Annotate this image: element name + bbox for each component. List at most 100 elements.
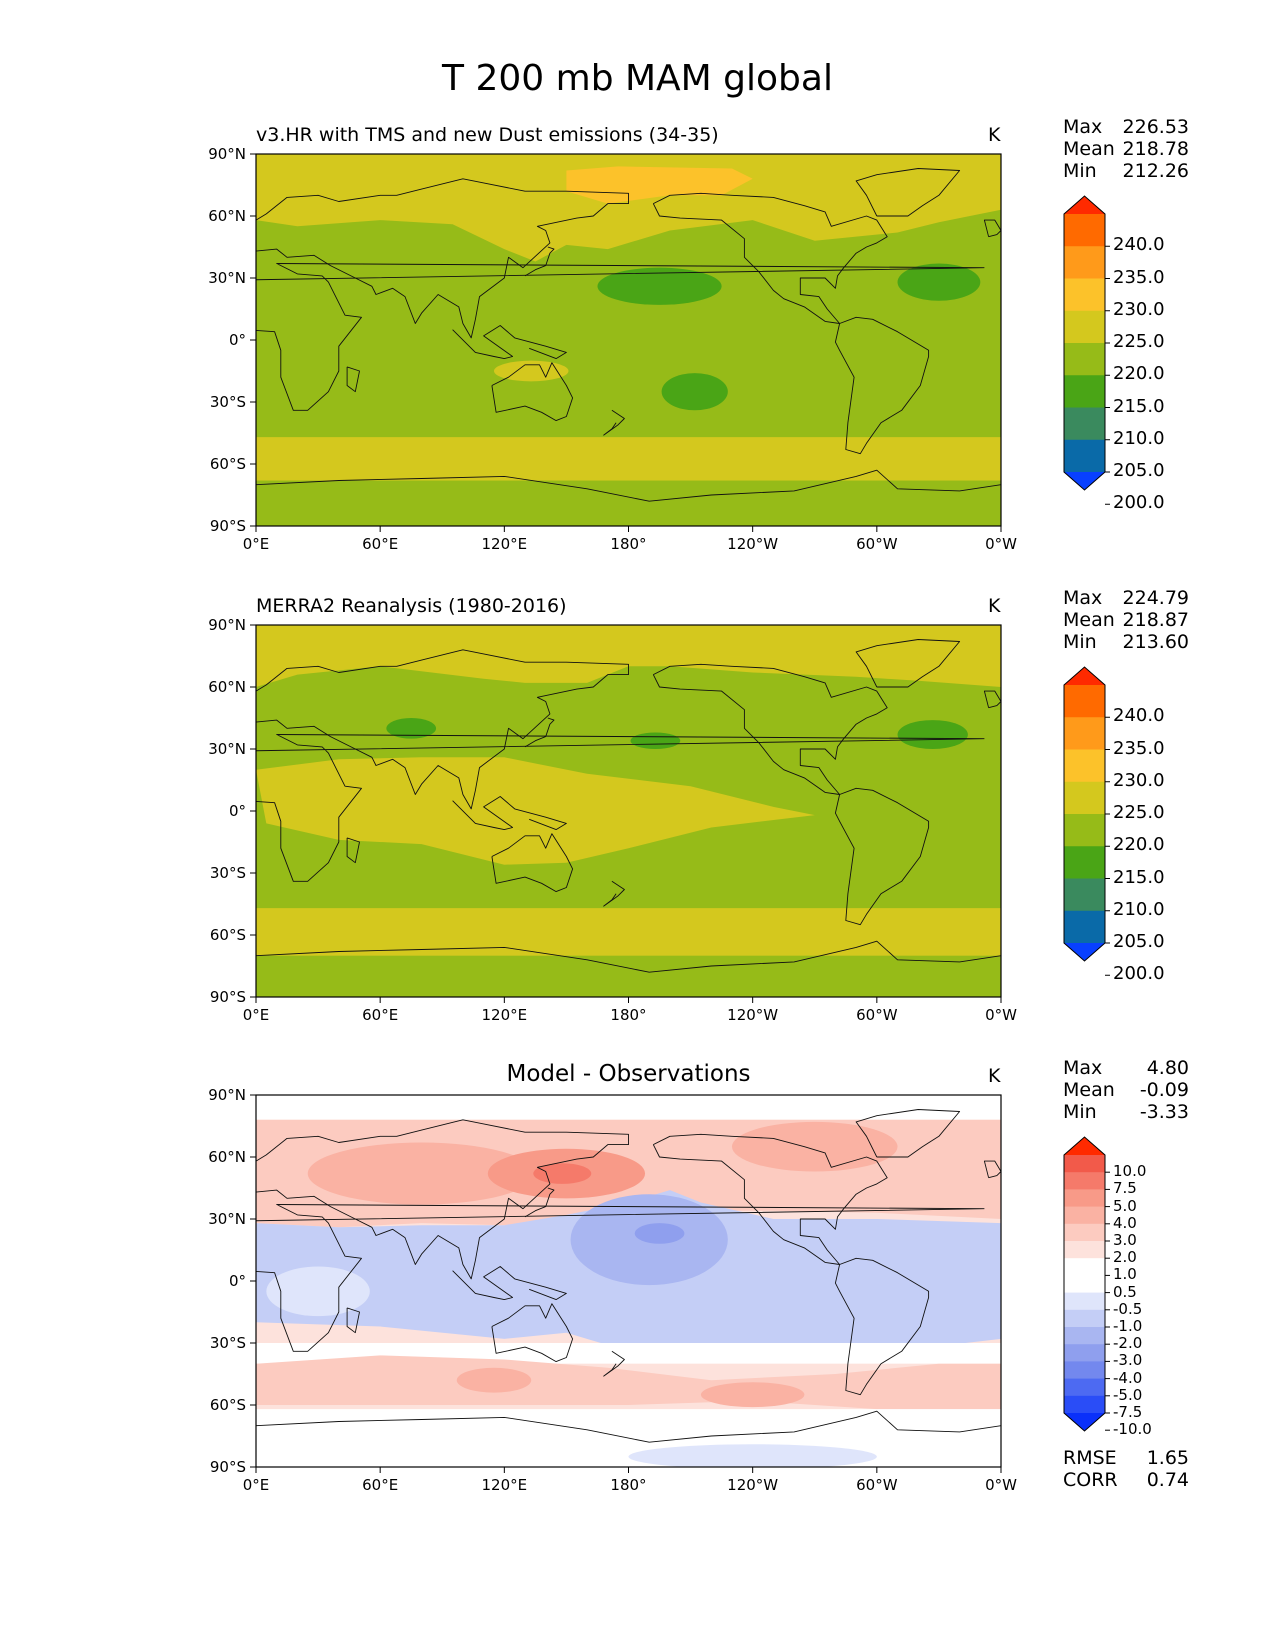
coastline-eurasia xyxy=(256,1119,629,1280)
map-field xyxy=(256,154,1001,526)
coastline-africa xyxy=(256,1204,985,1352)
colorbar-tick-label: -0.5 xyxy=(1113,1299,1143,1318)
colorbar-segment xyxy=(1064,814,1105,847)
colorbar-tick-label: 235.0 xyxy=(1113,266,1165,288)
stat-rmse: RMSE 1.65 xyxy=(1063,1447,1189,1469)
colorbar-segment xyxy=(1064,1292,1105,1311)
lon-tick-label: 60°E xyxy=(362,1006,399,1024)
lat-tick-label: 60°S xyxy=(209,1396,246,1414)
colorbar-segment xyxy=(1064,214,1105,247)
colorbar-segment xyxy=(1064,878,1105,912)
colorbar-segment xyxy=(1064,685,1105,718)
stat-value: 4.80 xyxy=(1146,1057,1189,1079)
stat-label: Max xyxy=(1063,116,1103,138)
lon-tick-label: 0°E xyxy=(242,1476,270,1494)
coastline-madagascar xyxy=(346,837,360,864)
lon-tick-label: 0°E xyxy=(242,535,270,553)
map-panel-2 xyxy=(250,624,1002,1003)
colorbar-tick-label: 205.0 xyxy=(1113,460,1165,481)
lon-tick-label: 60°E xyxy=(362,1476,399,1494)
map-panel-3 xyxy=(250,1094,1002,1473)
cool-south-pacific xyxy=(661,373,728,411)
coastline-antarctica xyxy=(256,469,1001,526)
coastline-indonesia xyxy=(452,325,567,360)
stat-value: 0.74 xyxy=(1146,1469,1189,1491)
diff-colorbar xyxy=(1063,1136,1110,1432)
stat-value: 213.60 xyxy=(1122,631,1189,653)
colorbar-tick-label: 230.0 xyxy=(1113,769,1165,791)
coastline-australia xyxy=(491,362,574,422)
colorbar-segment xyxy=(1064,910,1105,944)
colorbar-segment xyxy=(1064,1206,1105,1225)
colorbar-tick-label: 4.0 xyxy=(1113,1213,1137,1232)
stat-min: Min -3.33 xyxy=(1063,1101,1189,1123)
coastline-namerica xyxy=(652,192,888,324)
lat-tick-label: 0° xyxy=(228,331,246,349)
stat-max: Max 4.80 xyxy=(1063,1057,1189,1079)
colorbar-segment xyxy=(1064,310,1105,344)
colorbar-tick-label: 220.0 xyxy=(1113,363,1165,385)
stat-max: Max 224.79 xyxy=(1063,587,1189,609)
stat-value: -3.33 xyxy=(1139,1101,1189,1123)
colorbar-tick-label: 7.5 xyxy=(1113,1179,1137,1198)
stat-label: Min xyxy=(1063,1101,1097,1123)
figure-title: T 200 mb MAM global xyxy=(442,58,833,99)
warm-australia xyxy=(493,360,569,382)
coastline-namerica xyxy=(652,1133,888,1265)
coastline-samerica xyxy=(834,787,930,926)
coastline-antarctica xyxy=(256,940,1001,997)
cool-central-asia xyxy=(386,718,437,739)
lon-tick-label: 0°W xyxy=(985,535,1017,553)
lat-tick-label: 0° xyxy=(228,1272,246,1290)
colorbar-segment xyxy=(1064,1395,1105,1414)
colorbar-tick-label: 240.0 xyxy=(1113,234,1165,256)
lon-tick-label: 120°E xyxy=(481,1006,528,1024)
coastline-antarctica xyxy=(256,1410,1001,1467)
cool-north-pacific xyxy=(630,732,681,749)
colorbar-tick-label: 215.0 xyxy=(1113,866,1165,888)
stat-label: Mean xyxy=(1063,138,1115,160)
strong-negative-pacific xyxy=(634,1223,685,1244)
colorbar-segment xyxy=(1064,439,1105,473)
colorbar-tick-label: -10.0 xyxy=(1113,1420,1152,1439)
lon-tick-label: 180° xyxy=(610,1006,647,1024)
colorbar-tick-label: 215.0 xyxy=(1113,395,1165,417)
map-panel-1 xyxy=(250,153,1002,532)
warm-northern-cap xyxy=(256,625,1001,687)
warm-tropical-belt xyxy=(256,757,815,865)
lat-tick-label: 0° xyxy=(228,802,246,820)
colorbar-extend-min xyxy=(1064,1413,1105,1431)
field-colorbar xyxy=(1063,195,1110,505)
colorbar-segment xyxy=(1064,246,1105,279)
colorbar-tick-label: -2.0 xyxy=(1113,1334,1143,1353)
lat-tick-label: 60°N xyxy=(208,678,246,696)
stat-mean: Mean 218.87 xyxy=(1063,609,1189,631)
coastline-eurasia xyxy=(256,649,629,810)
positive-south-indian xyxy=(456,1367,532,1393)
positive-eurasia xyxy=(307,1142,536,1205)
colorbar-tick-label: -1.0 xyxy=(1113,1317,1143,1335)
coastline-uk xyxy=(983,690,1001,709)
lat-tick-label: 60°S xyxy=(209,926,246,944)
coastline-africa xyxy=(256,263,985,411)
colorbar-tick-label: -5.0 xyxy=(1113,1385,1143,1404)
panel-title: MERRA2 Reanalysis (1980-2016) xyxy=(256,595,567,617)
stat-label: Mean xyxy=(1063,1079,1115,1101)
stat-value: 212.26 xyxy=(1122,160,1189,182)
coastline-indonesia xyxy=(452,796,567,831)
colorbar-segment xyxy=(1064,1155,1105,1173)
unit-label: K xyxy=(988,1065,1001,1087)
coastline-africa xyxy=(256,734,985,882)
coastline-australia xyxy=(491,1303,574,1363)
colorbar-segment xyxy=(1064,343,1105,376)
colorbar-tick-label: 1.0 xyxy=(1113,1265,1137,1284)
hot-arctic-region xyxy=(566,166,753,204)
coastline-japan xyxy=(524,246,555,277)
stat-label: Max xyxy=(1063,587,1103,609)
lat-tick-label: 90°N xyxy=(208,616,246,634)
stat-value: -0.09 xyxy=(1139,1079,1189,1101)
colorbar-segment xyxy=(1064,749,1105,783)
colorbar-tick-label: 230.0 xyxy=(1113,298,1165,320)
coastline-australia xyxy=(491,833,574,893)
warm-northern-cap xyxy=(256,154,1001,262)
